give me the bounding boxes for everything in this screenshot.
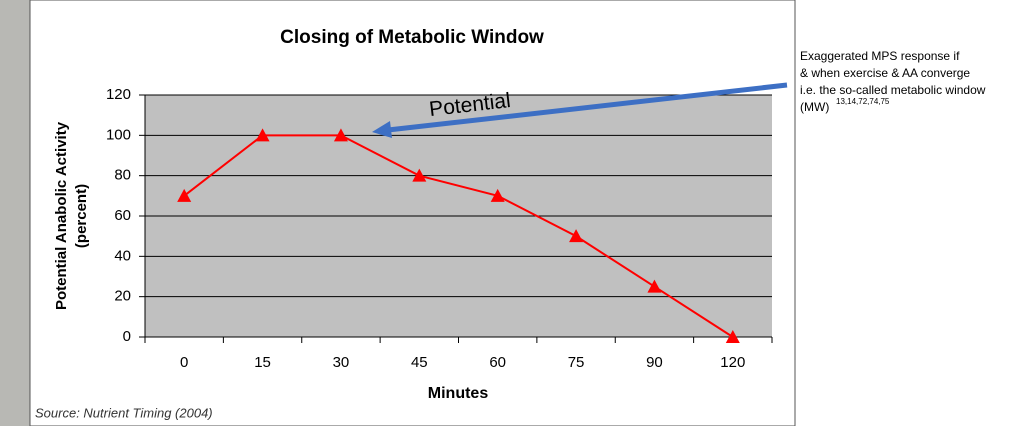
x-axis-label: Minutes (428, 385, 489, 402)
note-superscript: 13,14,72,74,75 (836, 97, 890, 106)
x-tick-label: 75 (568, 354, 585, 371)
y-tick-label: 60 (114, 207, 131, 224)
y-tick-label: 80 (114, 167, 131, 184)
x-tick-label: 120 (720, 354, 745, 371)
note-line: (MW) (800, 100, 829, 114)
note-line: & when exercise & AA converge (800, 66, 970, 80)
left-photo-strip (0, 0, 30, 426)
y-axis-label: Potential Anabolic Activity (53, 121, 70, 310)
x-tick-label: 60 (489, 354, 506, 371)
x-tick-label: 0 (180, 354, 188, 371)
y-tick-label: 120 (106, 86, 131, 103)
x-tick-label: 90 (646, 354, 663, 371)
note-line: Exaggerated MPS response if (800, 49, 960, 63)
y-axis-label: (percent) (73, 184, 90, 248)
y-tick-label: 100 (106, 126, 131, 143)
x-tick-label: 30 (333, 354, 350, 371)
note-line: i.e. the so-called metabolic window (800, 83, 986, 97)
y-tick-label: 20 (114, 288, 131, 305)
y-tick-label: 0 (123, 328, 131, 345)
x-tick-label: 15 (254, 354, 271, 371)
chart-title: Closing of Metabolic Window (280, 27, 544, 48)
x-tick-label: 45 (411, 354, 428, 371)
chart: Closing of Metabolic Window Potential An… (0, 0, 1030, 426)
y-tick-label: 40 (114, 247, 131, 264)
source: Source: Nutrient Timing (2004) (35, 405, 213, 420)
page: Closing of Metabolic Window Potential An… (0, 0, 1030, 431)
